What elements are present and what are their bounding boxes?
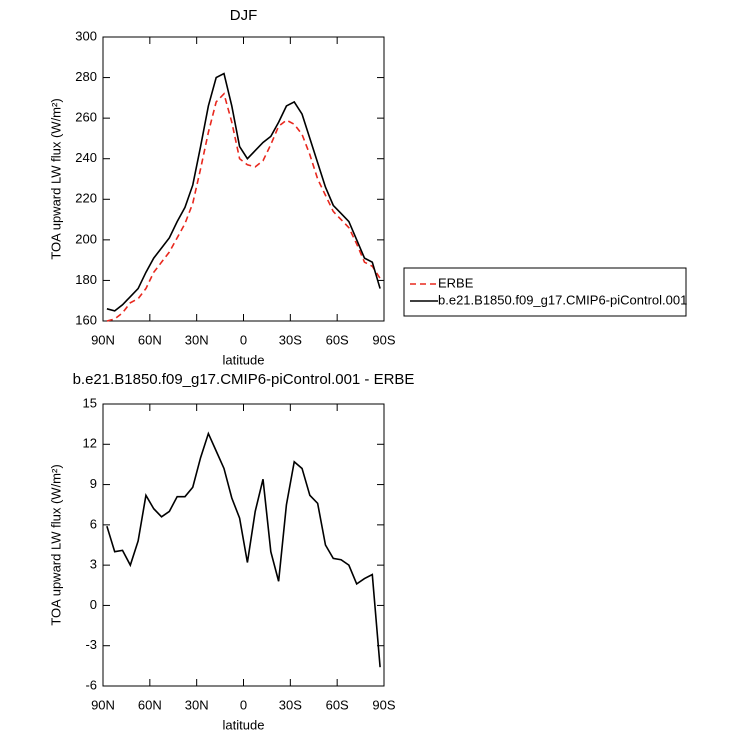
x-tick-label: 0 — [240, 697, 247, 712]
legend-label: ERBE — [438, 275, 474, 290]
y-tick-label: 15 — [83, 395, 97, 410]
plot-frame — [102, 36, 385, 322]
x-tick-label: 90S — [372, 332, 395, 347]
y-tick-label: 280 — [75, 69, 97, 84]
x-axis-label: latitude — [223, 352, 265, 367]
x-axis-label: latitude — [223, 717, 265, 732]
y-tick-label: 220 — [75, 191, 97, 206]
y-tick-label: 0 — [90, 597, 97, 612]
plot-frame — [102, 403, 385, 687]
y-tick-label: -6 — [85, 677, 97, 692]
data-line — [106, 92, 381, 322]
x-tick-label: 60S — [326, 332, 349, 347]
y-tick-label: 160 — [75, 312, 97, 327]
x-tick-label: 0 — [240, 332, 247, 347]
legend-label: b.e21.B1850.f09_g17.CMIP6-piControl.001 — [438, 292, 687, 307]
x-tick-label: 90S — [372, 697, 395, 712]
y-tick-label: 300 — [75, 28, 97, 43]
x-tick-label: 90N — [91, 332, 115, 347]
x-tick-label: 60S — [326, 697, 349, 712]
y-axis-label: TOA upward LW flux (W/m²) — [48, 98, 63, 259]
data-line — [106, 431, 381, 668]
y-tick-label: 180 — [75, 272, 97, 287]
legend-box — [403, 267, 687, 317]
x-tick-label: 30N — [185, 332, 209, 347]
x-tick-label: 30S — [279, 697, 302, 712]
x-tick-label: 60N — [138, 332, 162, 347]
data-line — [106, 72, 381, 312]
y-tick-label: 12 — [83, 436, 97, 451]
x-tick-label: 60N — [138, 697, 162, 712]
x-tick-label: 30N — [185, 697, 209, 712]
chart-title: b.e21.B1850.f09_g17.CMIP6-piControl.001 … — [73, 371, 415, 388]
y-tick-label: 240 — [75, 150, 97, 165]
y-tick-label: 3 — [90, 557, 97, 572]
y-tick-label: -3 — [85, 637, 97, 652]
x-tick-label: 30S — [279, 332, 302, 347]
y-tick-label: 6 — [90, 516, 97, 531]
y-tick-label: 200 — [75, 231, 97, 246]
y-tick-label: 9 — [90, 476, 97, 491]
x-tick-label: 90N — [91, 697, 115, 712]
y-tick-label: 260 — [75, 110, 97, 125]
y-axis-label: TOA upward LW flux (W/m²) — [48, 464, 63, 625]
chart-title: DJF — [230, 7, 258, 24]
